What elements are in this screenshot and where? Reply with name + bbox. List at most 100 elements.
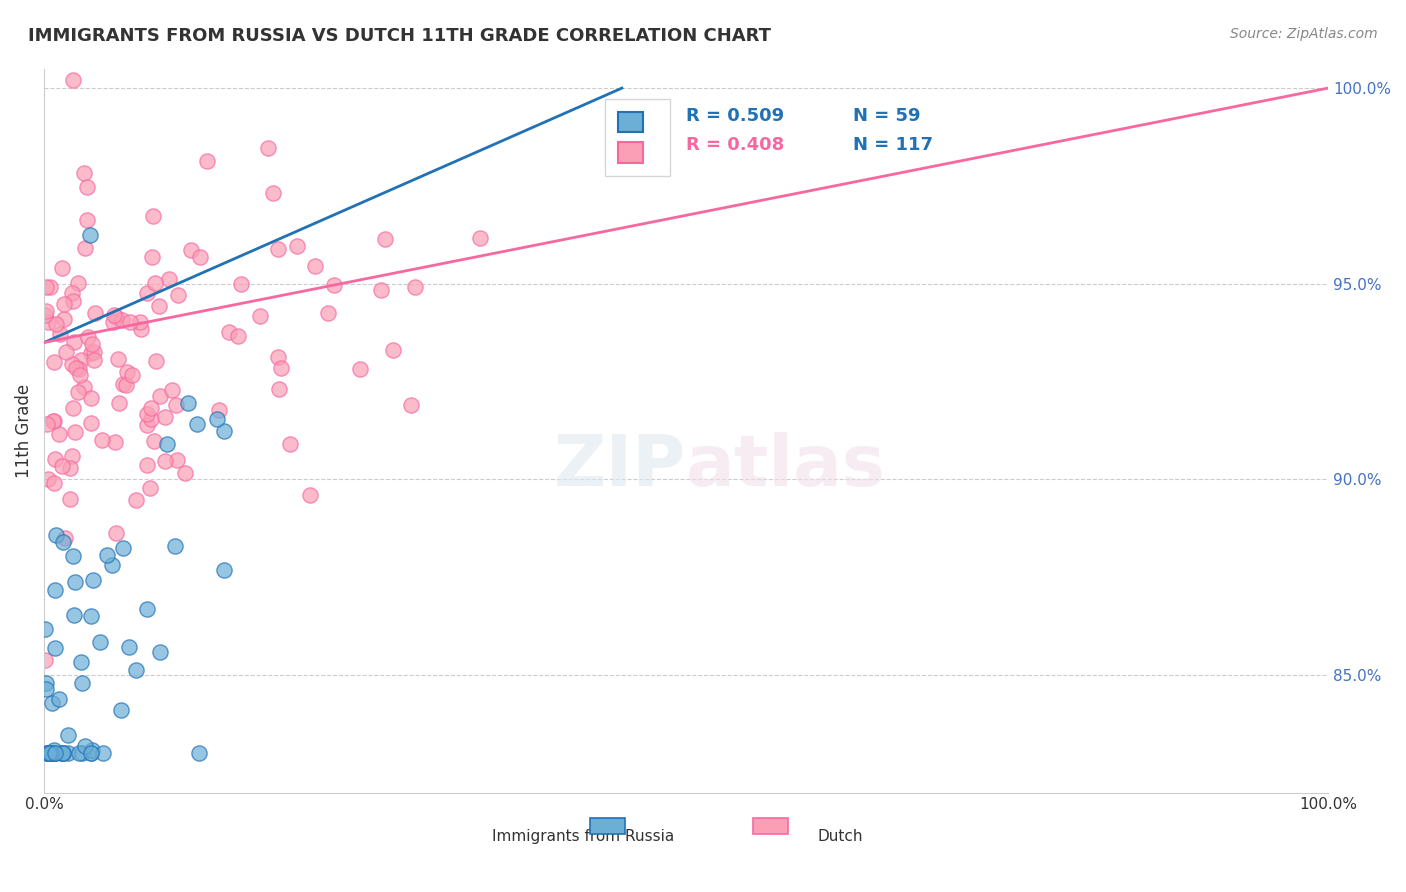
Point xyxy=(186,417,208,432)
Point xyxy=(115,377,138,392)
Point xyxy=(65,575,87,590)
Point xyxy=(44,475,66,490)
Point xyxy=(45,317,67,331)
Text: R = 0.509: R = 0.509 xyxy=(686,106,785,125)
Point xyxy=(370,283,392,297)
Point xyxy=(56,728,79,742)
Point xyxy=(143,276,166,290)
Point xyxy=(125,663,148,677)
Point xyxy=(51,747,73,761)
Point xyxy=(42,747,65,761)
Point xyxy=(103,308,125,322)
Point xyxy=(121,368,143,382)
Point xyxy=(63,608,86,623)
Point xyxy=(141,250,163,264)
Point xyxy=(100,558,122,572)
Point xyxy=(120,315,142,329)
Point xyxy=(180,243,202,257)
Point xyxy=(270,361,292,376)
Point xyxy=(373,232,395,246)
Point xyxy=(53,297,76,311)
Point xyxy=(160,384,183,398)
Point xyxy=(62,549,84,564)
Point xyxy=(73,380,96,394)
Point xyxy=(96,548,118,562)
Point xyxy=(44,355,66,369)
Point xyxy=(60,449,83,463)
Point xyxy=(110,703,132,717)
Point xyxy=(382,343,405,357)
Point xyxy=(257,141,280,155)
Point xyxy=(51,747,73,761)
Point xyxy=(111,377,134,392)
Point xyxy=(156,437,179,451)
Point xyxy=(59,461,82,475)
Point xyxy=(42,414,65,428)
Point xyxy=(135,285,157,300)
Point xyxy=(35,304,58,318)
Point xyxy=(207,411,229,425)
Text: ZIP: ZIP xyxy=(554,433,686,501)
Point xyxy=(38,747,60,761)
Point xyxy=(42,414,65,428)
Point xyxy=(67,747,90,761)
Point xyxy=(44,583,66,598)
Point xyxy=(212,424,235,438)
Text: atlas: atlas xyxy=(686,433,886,501)
Point xyxy=(73,241,96,255)
Point xyxy=(62,73,84,87)
Point xyxy=(51,261,73,276)
Point xyxy=(83,353,105,368)
Point xyxy=(267,350,290,364)
Point xyxy=(35,417,58,431)
Point xyxy=(135,458,157,472)
Point xyxy=(136,408,159,422)
Point xyxy=(76,213,98,227)
Point xyxy=(79,228,101,243)
Point xyxy=(60,286,83,301)
Point xyxy=(73,166,96,180)
Point xyxy=(136,417,159,432)
Point xyxy=(70,655,93,669)
Point xyxy=(139,412,162,426)
Point xyxy=(285,239,308,253)
Point xyxy=(125,492,148,507)
Point xyxy=(65,361,87,376)
Point xyxy=(108,396,131,410)
Point xyxy=(267,242,290,256)
Point xyxy=(188,250,211,264)
Point xyxy=(136,602,159,616)
Point xyxy=(177,396,200,410)
Point xyxy=(51,458,73,473)
Point xyxy=(228,329,250,343)
Point xyxy=(80,416,103,430)
Point xyxy=(63,425,86,439)
Point xyxy=(145,354,167,368)
Point xyxy=(69,368,91,383)
Point xyxy=(34,623,56,637)
Point xyxy=(44,452,66,467)
Point xyxy=(90,433,112,447)
Point xyxy=(304,259,326,273)
Point xyxy=(149,645,172,659)
Point xyxy=(138,481,160,495)
Point xyxy=(37,747,59,761)
Point xyxy=(104,434,127,449)
Point xyxy=(52,747,75,761)
Point xyxy=(37,747,59,761)
Point xyxy=(107,352,129,367)
Legend: , : , xyxy=(605,99,669,176)
Point xyxy=(42,747,65,761)
Point xyxy=(174,466,197,480)
Point xyxy=(117,366,139,380)
Point xyxy=(153,409,176,424)
Point xyxy=(70,676,93,690)
Point xyxy=(38,280,60,294)
Y-axis label: 11th Grade: 11th Grade xyxy=(15,384,32,477)
Point xyxy=(66,277,89,291)
Point xyxy=(52,311,75,326)
Point xyxy=(45,747,67,761)
Point xyxy=(80,609,103,624)
Point xyxy=(262,186,284,200)
Point xyxy=(153,454,176,468)
